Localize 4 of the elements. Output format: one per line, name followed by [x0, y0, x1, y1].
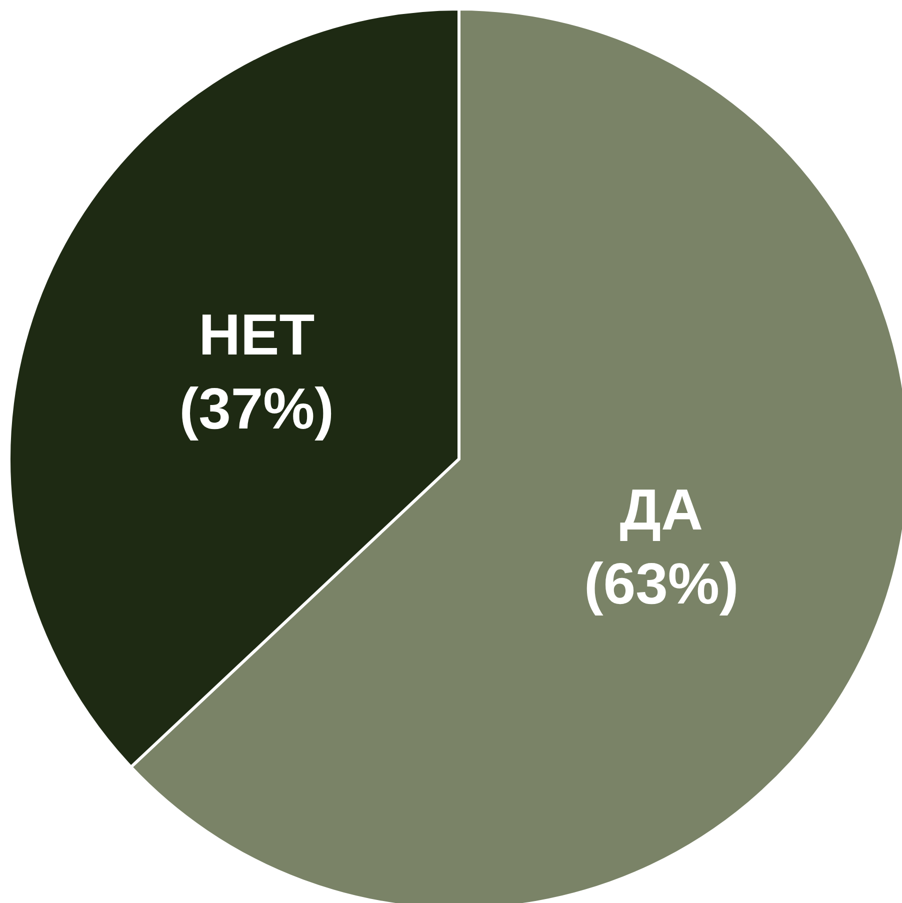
data-label: (63%) [584, 551, 739, 616]
data-label: (37%) [179, 376, 334, 441]
slice-label: ДА [620, 477, 703, 542]
slice-label: НЕТ [198, 302, 315, 367]
